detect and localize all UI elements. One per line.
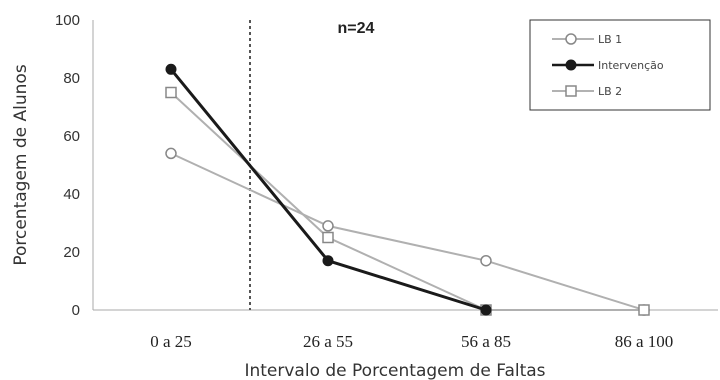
data-point-lb-2 <box>322 231 334 244</box>
x-tick-label: 86 a 100 <box>615 332 674 351</box>
legend-marker-lb-2 <box>565 85 577 97</box>
series-lb-1 <box>165 147 650 316</box>
data-point-lb-1 <box>165 147 177 160</box>
legend: LB 1 Intervenção LB 2 <box>529 19 711 111</box>
legend-label-lb1: LB 1 <box>598 33 622 46</box>
series-line-lb-2 <box>170 91 644 311</box>
legend-marker-lb-1 <box>565 33 577 45</box>
x-axis-title: Intervalo de Porcentagem de Faltas <box>244 361 545 380</box>
y-axis-title: Porcentagem de Alunos <box>11 64 31 265</box>
x-tick-label: 0 a 25 <box>150 332 192 351</box>
x-tick-label: 26 a 55 <box>303 332 353 351</box>
x-tick-label: 56 a 85 <box>461 332 511 351</box>
series-line-lb-1 <box>170 152 645 311</box>
y-tick-label: 60 <box>63 128 80 145</box>
x-tick-labels: 0 a 25 26 a 55 56 a 85 86 a 100 <box>150 332 673 351</box>
y-tick-labels: 0 20 40 60 80 100 <box>55 12 80 319</box>
y-tick-label: 0 <box>72 302 80 319</box>
y-tick-label: 20 <box>63 244 80 261</box>
legend-label-lb2: LB 2 <box>598 85 622 98</box>
data-point-lb-1 <box>480 254 492 267</box>
data-point-intervencao <box>165 63 177 75</box>
series-line-intervencao <box>169 68 487 312</box>
legend-box <box>529 19 711 111</box>
data-point-lb-2 <box>638 304 650 316</box>
data-point-intervencao <box>480 304 492 316</box>
data-point-lb-2 <box>165 86 177 99</box>
series-layer <box>165 63 650 316</box>
y-tick-label: 40 <box>63 186 80 203</box>
data-point-lb-1 <box>322 220 334 232</box>
legend-label-intervencao: Intervenção <box>598 59 664 72</box>
y-tick-label: 100 <box>55 12 80 29</box>
sample-size-annotation: n=24 <box>338 20 375 37</box>
series-lb-2 <box>165 86 650 316</box>
series-intervencao <box>165 63 492 316</box>
y-tick-label: 80 <box>63 70 80 87</box>
legend-marker-intervencao <box>565 59 577 71</box>
data-point-intervencao <box>322 255 334 267</box>
